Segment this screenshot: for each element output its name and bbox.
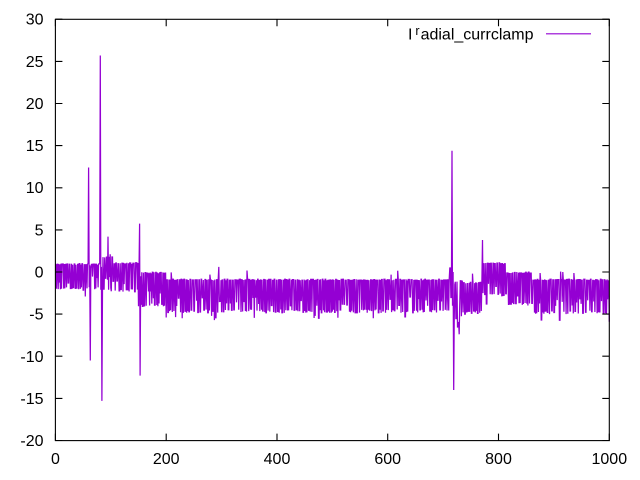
- svg-text:400: 400: [264, 451, 291, 468]
- svg-text:-10: -10: [20, 349, 43, 366]
- svg-text:200: 200: [153, 451, 180, 468]
- svg-text:0: 0: [35, 265, 44, 282]
- svg-text:10: 10: [26, 180, 44, 197]
- svg-text:20: 20: [26, 96, 44, 113]
- svg-text:1000: 1000: [592, 451, 628, 468]
- svg-text:30: 30: [26, 12, 44, 29]
- svg-text:600: 600: [374, 451, 401, 468]
- svg-text:-15: -15: [20, 391, 43, 408]
- svg-text:-20: -20: [20, 433, 43, 450]
- svg-text:-5: -5: [29, 307, 43, 324]
- svg-text:15: 15: [26, 138, 44, 155]
- svg-text:0: 0: [51, 451, 60, 468]
- svg-text:25: 25: [26, 54, 44, 71]
- svg-text:800: 800: [485, 451, 512, 468]
- svg-text:5: 5: [35, 222, 44, 239]
